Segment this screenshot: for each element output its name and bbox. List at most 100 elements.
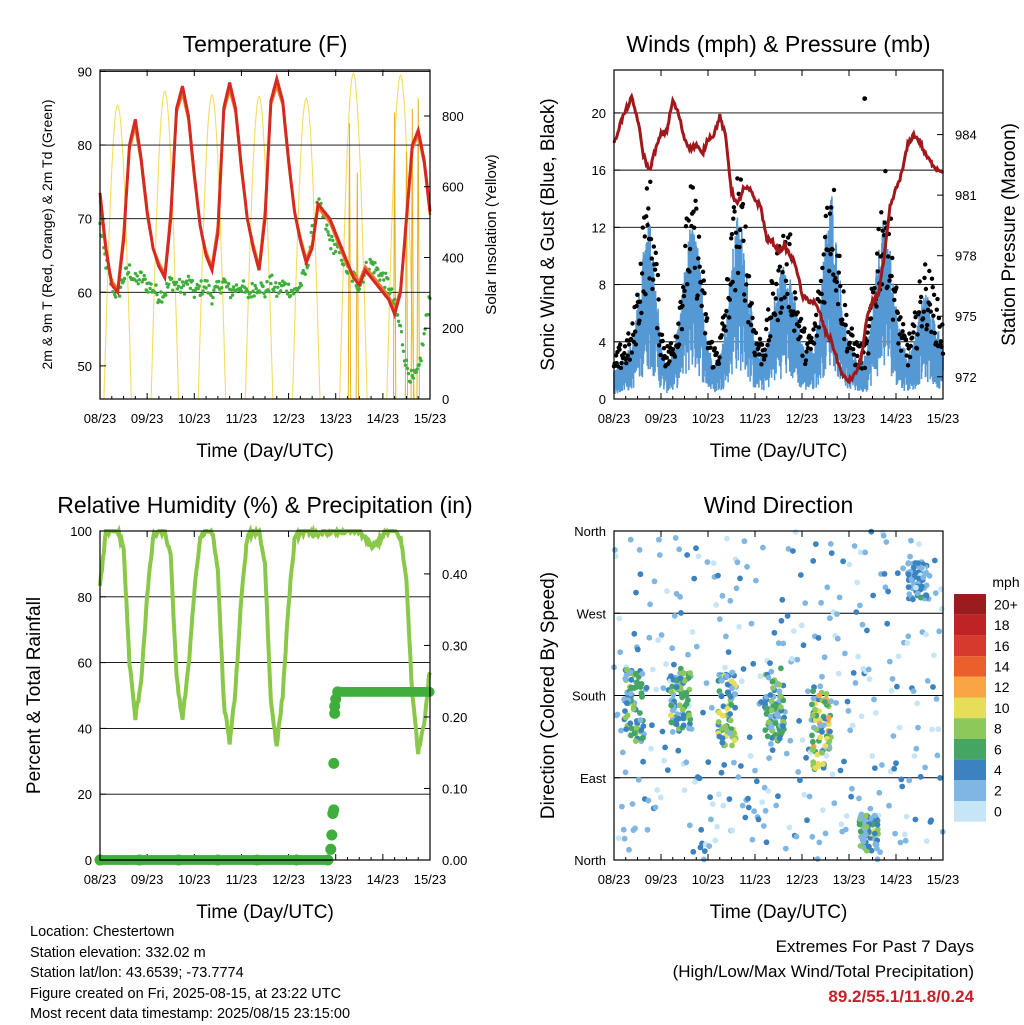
y2-tick-label: 975 xyxy=(955,309,977,324)
extremes-box: Extremes For Past 7 Days (High/Low/Max W… xyxy=(673,934,974,1009)
legend-swatch xyxy=(954,780,986,801)
x-tick-label: 11/23 xyxy=(739,872,771,887)
x-tick-label: 11/23 xyxy=(739,411,771,426)
station-info: Location: Chestertown Station elevation:… xyxy=(30,922,350,1025)
recent-data-text: Most recent data timestamp: 2025/08/15 2… xyxy=(30,1006,351,1022)
y-axis-label: Direction (Colored By Speed) xyxy=(538,572,559,819)
y-tick-label: 0 xyxy=(85,853,92,868)
humidity-precip-panel: Relative Humidity (%) & Precipitation (i… xyxy=(24,492,473,923)
y2-axis-label: Station Pressure (Maroon) xyxy=(999,123,1020,346)
legend-label: 10 xyxy=(994,700,1010,716)
winds-pressure-panel: Winds (mph) & Pressure (mb) Time (Day/UTC… xyxy=(538,31,1020,462)
x-tick-label: 09/23 xyxy=(645,411,678,426)
y-tick-label: North xyxy=(574,524,606,539)
legend-swatch xyxy=(954,759,986,781)
precip-series xyxy=(94,686,435,866)
y-tick-label: 12 xyxy=(592,220,606,235)
legend-swatch xyxy=(954,614,986,636)
y-tick-label: West xyxy=(577,606,607,621)
x-tick-label: 13/23 xyxy=(833,872,866,887)
x-tick-label: 12/23 xyxy=(272,411,305,426)
y-tick-label: 60 xyxy=(78,656,92,671)
x-tick-label: 15/23 xyxy=(927,411,960,426)
legend-swatch xyxy=(954,738,986,760)
panel-title: Temperature (F) xyxy=(183,31,348,57)
y2-tick-label: 200 xyxy=(442,321,464,336)
legend-label: 6 xyxy=(994,741,1002,757)
location-text: Location: Chestertown xyxy=(30,924,175,940)
legend-label: 16 xyxy=(994,638,1010,654)
elevation-text: Station elevation: 332.02 m xyxy=(30,944,206,961)
x-tick-label: 10/23 xyxy=(178,411,211,426)
x-axis-label: Time (Day/UTC) xyxy=(196,441,334,462)
x-tick-label: 13/23 xyxy=(833,411,866,426)
x-tick-label: 08/23 xyxy=(84,872,117,887)
x-tick-label: 14/23 xyxy=(880,411,913,426)
x-tick-label: 14/23 xyxy=(367,411,400,426)
x-tick-label: 14/23 xyxy=(367,872,400,887)
x-tick-label: 11/23 xyxy=(226,411,258,426)
x-tick-label: 08/23 xyxy=(598,411,631,426)
x-tick-label: 09/23 xyxy=(645,872,678,887)
plot-border xyxy=(613,69,944,400)
y-tick-label: 50 xyxy=(78,359,92,374)
y2-axis-label: Solar Insolation (Yellow) xyxy=(483,154,500,314)
plot-border xyxy=(99,530,431,861)
panel-title: Wind Direction xyxy=(704,492,854,518)
legend-label: 2 xyxy=(994,783,1002,799)
panel-title: Winds (mph) & Pressure (mb) xyxy=(626,31,930,57)
y-axis-label: Percent & Total Rainfall xyxy=(24,597,45,794)
legend-label: 20+ xyxy=(994,596,1018,612)
legend-swatch xyxy=(954,697,986,719)
y-tick-label: 4 xyxy=(599,335,606,350)
extremes-legend: (High/Low/Max Wind/Total Precipitation) xyxy=(672,962,974,981)
y2-tick-label: 0.40 xyxy=(442,567,467,582)
y2-tick-label: 0.20 xyxy=(442,710,467,725)
legend-label: 18 xyxy=(994,617,1010,633)
x-tick-label: 15/23 xyxy=(414,872,447,887)
temperature-panel: Temperature (F) Time (Day/UTC) 2m & 9m T (… xyxy=(39,31,500,462)
panel-title: Relative Humidity (%) & Precipitation (i… xyxy=(57,492,472,518)
x-tick-label: 09/23 xyxy=(131,411,164,426)
y-tick-label: 90 xyxy=(78,64,92,79)
y-tick-label: East xyxy=(580,771,606,786)
y-axis-label: Sonic Wind & Gust (Blue, Black) xyxy=(538,98,559,370)
y-tick-label: 60 xyxy=(78,285,92,300)
x-tick-label: 14/23 xyxy=(880,872,913,887)
legend-swatch xyxy=(954,635,986,657)
y2-tick-label: 0 xyxy=(442,392,449,407)
x-tick-label: 11/23 xyxy=(226,872,258,887)
x-tick-label: 09/23 xyxy=(131,872,164,887)
y-tick-label: 20 xyxy=(592,106,606,121)
legend-label: 0 xyxy=(994,803,1002,819)
y-tick-label: 40 xyxy=(78,721,92,736)
extremes-title: Extremes For Past 7 Days xyxy=(775,937,974,956)
x-tick-label: 10/23 xyxy=(178,872,211,887)
y2-tick-label: 972 xyxy=(955,370,977,385)
y-tick-label: South xyxy=(572,689,606,704)
y-tick-label: 100 xyxy=(70,524,92,539)
x-tick-label: 08/23 xyxy=(84,411,117,426)
legend-swatch xyxy=(954,676,986,698)
rh-series xyxy=(98,523,432,755)
x-tick-label: 15/23 xyxy=(927,872,960,887)
wind-direction-panel: Wind Direction Time (Day/UTC) Direction (C… xyxy=(538,492,1020,923)
y-tick-label: 20 xyxy=(78,787,92,802)
y2-tick-label: 0.10 xyxy=(442,781,467,796)
solar-series xyxy=(103,72,415,400)
y2-tick-label: 981 xyxy=(955,188,977,203)
legend-label: 4 xyxy=(994,762,1002,778)
x-tick-label: 13/23 xyxy=(319,872,352,887)
solar-spikes xyxy=(347,98,420,400)
y-tick-label: 80 xyxy=(78,590,92,605)
x-axis-label: Time (Day/UTC) xyxy=(710,441,848,462)
y-axis-label: 2m & 9m T (Red, Orange) & 2m Td (Green) xyxy=(39,100,55,370)
y2-tick-label: 978 xyxy=(955,249,977,264)
y-tick-label: 8 xyxy=(599,278,606,293)
y-tick-label: 70 xyxy=(78,212,92,227)
y-tick-label: 16 xyxy=(592,163,606,178)
y2-tick-label: 0.30 xyxy=(442,638,467,653)
x-tick-label: 15/23 xyxy=(414,411,447,426)
created-text: Figure created on Fri, 2025-08-15, at 23… xyxy=(30,985,342,1002)
